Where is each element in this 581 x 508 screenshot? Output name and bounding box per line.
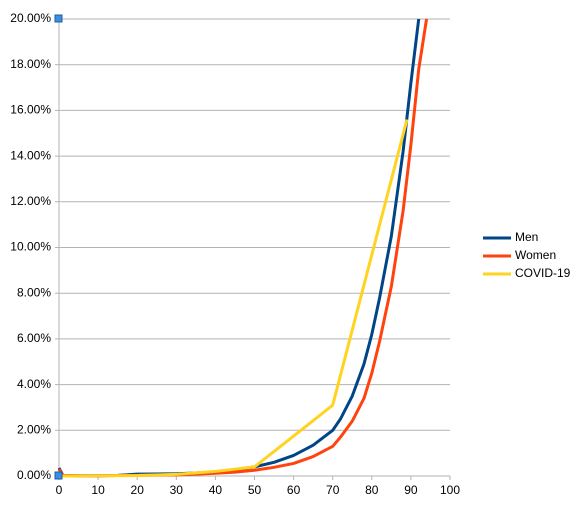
x-tick-label: 20 (131, 483, 145, 497)
y-tick-label: 0.00% (17, 468, 51, 482)
x-tick-label: 50 (248, 483, 262, 497)
x-tick-label: 30 (170, 483, 184, 497)
y-tick-label: 10.00% (10, 240, 51, 254)
x-tick-label: 40 (209, 483, 223, 497)
y-tick-label: 4.00% (17, 377, 51, 391)
y-tick-label: 12.00% (10, 194, 51, 208)
y-tick-label: 8.00% (17, 285, 51, 299)
y-tick-label: 20.00% (10, 11, 51, 25)
y-tick-label: 18.00% (10, 57, 51, 71)
x-tick-label: 0 (56, 483, 63, 497)
y-tick-label: 14.00% (10, 148, 51, 162)
handle (54, 14, 63, 23)
legend-label: Men (515, 230, 538, 244)
series-line (58, 119, 409, 478)
x-tick-label: 100 (440, 483, 460, 497)
x-tick-label: 90 (404, 483, 418, 497)
x-tick-label: 10 (91, 483, 105, 497)
y-tick-label: 2.00% (17, 422, 51, 436)
handle (54, 471, 63, 480)
x-tick-label: 70 (326, 483, 340, 497)
legend-label: Women (515, 248, 556, 262)
x-tick-label: 80 (365, 483, 379, 497)
y-tick-label: 16.00% (10, 103, 51, 117)
x-tick-label: 60 (287, 483, 301, 497)
y-tick-label: 6.00% (17, 331, 51, 345)
legend-label: COVID-19 (515, 266, 571, 280)
